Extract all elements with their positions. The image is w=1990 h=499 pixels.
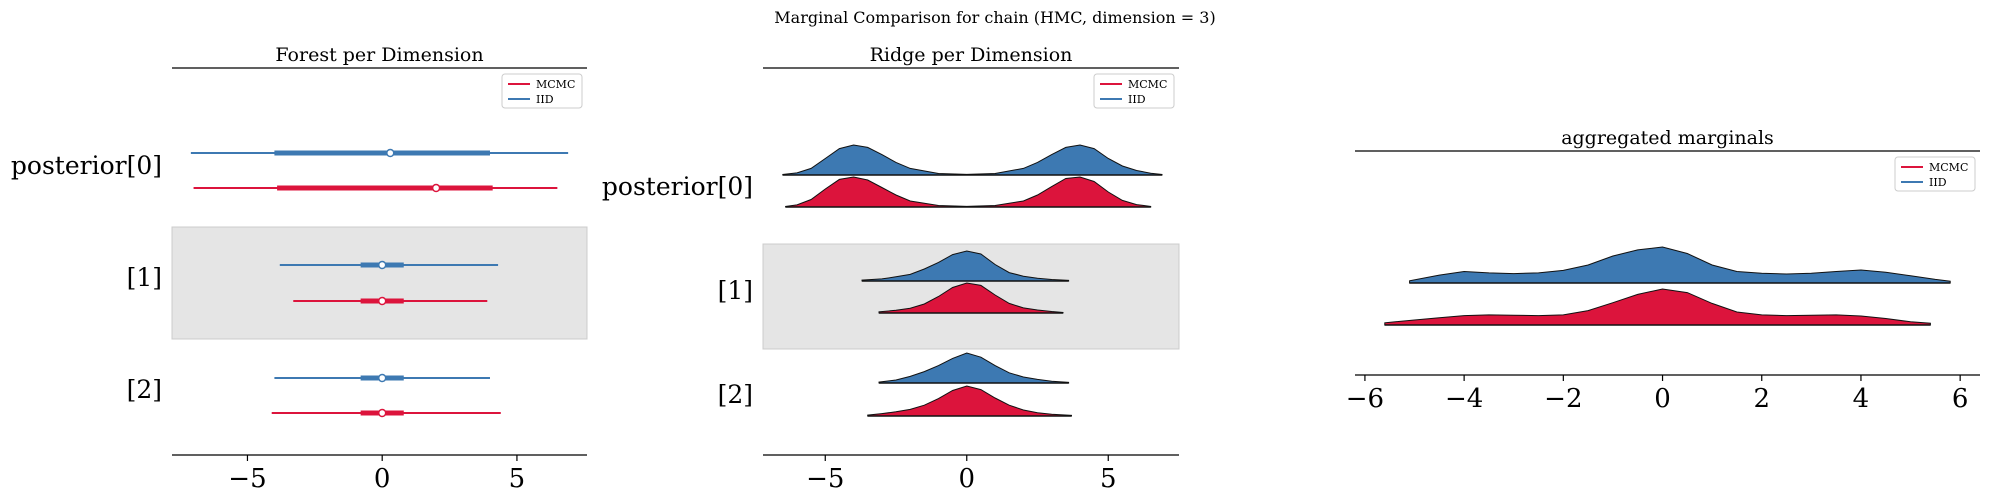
iid-point-estimate bbox=[377, 260, 387, 270]
x-tick-label: 6 bbox=[1952, 384, 1969, 414]
x-tick-label: 2 bbox=[1753, 384, 1770, 414]
x-tick-label: 0 bbox=[1654, 384, 1671, 414]
x-tick-label: 0 bbox=[958, 464, 975, 494]
y-label: posterior[0] bbox=[602, 172, 753, 201]
mcmc-point-estimate bbox=[431, 183, 441, 193]
x-tick-label: −4 bbox=[1445, 384, 1483, 414]
x-tick-label: 4 bbox=[1853, 384, 1870, 414]
y-label: [1] bbox=[127, 263, 162, 292]
mcmc-point-estimate bbox=[377, 296, 387, 306]
iid-density-ridge bbox=[878, 352, 1070, 384]
panel-1: Forest per Dimension −5 0 5 posterior[0] [1] [… bbox=[11, 44, 588, 494]
x-tick-label: 5 bbox=[1100, 464, 1117, 494]
panel-2: Ridge per Dimension −5 0 5 posterior[0] [1] [2… bbox=[602, 44, 1180, 494]
x-tick-label: −6 bbox=[1346, 384, 1384, 414]
legend: MCMC IID bbox=[501, 73, 583, 109]
x-tick-label: −5 bbox=[806, 464, 844, 494]
y-label: posterior[0] bbox=[11, 151, 162, 180]
mcmc-density-ridge bbox=[785, 176, 1152, 208]
panel-3: aggregated marginals −6 −4 −2 0 2 4 6 MCMC IID bbox=[1346, 127, 1980, 414]
x-tick-label: −5 bbox=[228, 464, 266, 494]
legend-label: MCMC bbox=[1128, 78, 1167, 91]
legend-label: IID bbox=[536, 93, 554, 106]
x-tick-label: 0 bbox=[374, 464, 391, 494]
legend-label: IID bbox=[1929, 176, 1947, 189]
iid-density-ridge bbox=[1409, 246, 1951, 284]
iid-density-ridge bbox=[861, 250, 1070, 282]
panels: Forest per Dimension −5 0 5 posterior[0] [1] [… bbox=[11, 44, 1980, 494]
figure-title: Marginal Comparison for chain (HMC, dime… bbox=[774, 8, 1215, 27]
legend: MCMC IID bbox=[1894, 156, 1976, 192]
legend-label: IID bbox=[1128, 93, 1146, 106]
x-tick-label: 5 bbox=[509, 464, 526, 494]
mcmc-point-estimate bbox=[377, 408, 387, 418]
y-label: [1] bbox=[718, 276, 753, 305]
panel-title: Ridge per Dimension bbox=[870, 44, 1073, 66]
iid-point-estimate bbox=[386, 148, 395, 158]
iid-density-ridge bbox=[782, 144, 1163, 176]
legend-label: MCMC bbox=[1929, 161, 1968, 174]
iid-point-estimate bbox=[377, 373, 387, 383]
x-tick-label: −2 bbox=[1544, 384, 1582, 414]
y-label: [2] bbox=[127, 375, 162, 404]
mcmc-density-ridge bbox=[1384, 288, 1931, 326]
mcmc-density-ridge bbox=[867, 385, 1073, 417]
y-label: [2] bbox=[718, 380, 753, 409]
panel-title: aggregated marginals bbox=[1561, 127, 1774, 149]
panel-title: Forest per Dimension bbox=[275, 44, 483, 66]
legend: MCMC IID bbox=[1093, 73, 1175, 109]
mcmc-density-ridge bbox=[878, 282, 1064, 314]
shaded-band bbox=[171, 226, 588, 340]
legend-label: MCMC bbox=[536, 78, 575, 91]
